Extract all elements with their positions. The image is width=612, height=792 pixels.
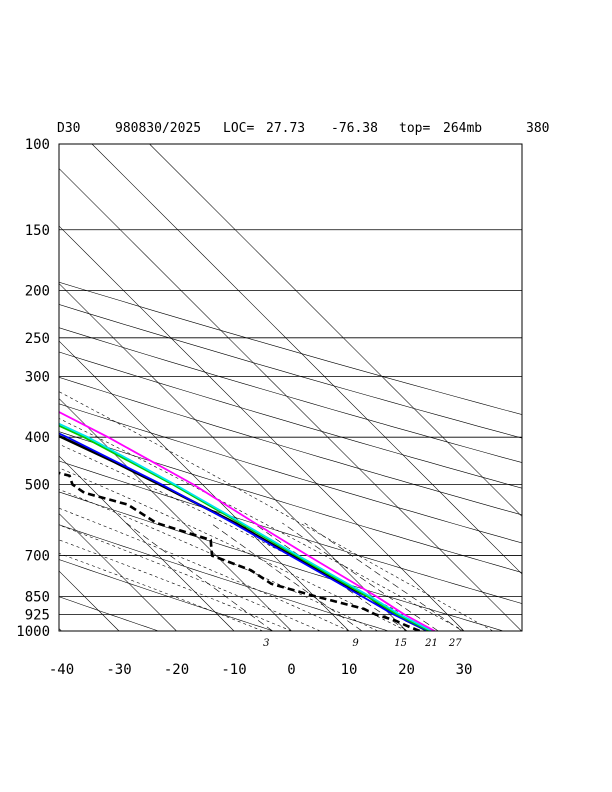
parcel-line-3 [59, 424, 430, 631]
top-value: 264mb [443, 121, 482, 136]
dry-adiabat-330 [59, 460, 522, 604]
mixing-ratio-label-15: 15 [394, 638, 407, 649]
parcel-line-4 [59, 422, 433, 631]
mixing-ratio-line-21 [282, 522, 439, 631]
dry-adiabat-390 [59, 376, 522, 516]
longitude-value: -76.38 [331, 121, 378, 136]
temperature-label-4: 0 [287, 662, 295, 678]
dry-adiabat-290 [59, 524, 390, 631]
temperature-label-0: -40 [49, 662, 74, 678]
parcel-line-2 [59, 432, 429, 631]
dry-adiabat-250 [59, 596, 160, 631]
dry-adiabat-430 [59, 327, 522, 463]
temperature-label-3: -10 [221, 662, 246, 678]
pressure-label-200: 200 [25, 284, 50, 300]
isotherm--10 [59, 455, 235, 631]
pressure-label-250: 250 [25, 331, 50, 347]
mixing-ratio-label-27: 27 [448, 638, 462, 649]
moist-adiabat-20 [59, 467, 407, 631]
pressure-label-700: 700 [25, 549, 50, 565]
plot-frame [58, 143, 523, 632]
temperature-label-5: 10 [341, 662, 358, 678]
dry-adiabat-470 [59, 281, 522, 415]
isotherm-50 [91, 144, 522, 575]
pressure-label-300: 300 [25, 369, 50, 385]
pressure-label-500: 500 [25, 477, 50, 493]
dry-adiabat-310 [59, 491, 505, 631]
temperature-line-0 [59, 434, 429, 631]
station-id: D30 [57, 121, 80, 136]
isotherm-10 [59, 340, 350, 631]
location-label: LOC= [223, 121, 254, 136]
mixing-ratio-label-3: 3 [263, 638, 269, 649]
dry-adiabat-410 [59, 351, 522, 489]
pressure-label-100: 100 [25, 137, 50, 153]
chart-header: D30 980830/2025 LOC= 27.73 -76.38 top= 2… [57, 121, 549, 136]
pressure-label-925: 925 [25, 608, 50, 624]
isotherm--50 [0, 144, 4, 631]
temperature-label-7: 30 [456, 662, 473, 678]
dry-adiabat-270 [59, 559, 275, 631]
mixing-ratio-line-9 [210, 522, 363, 631]
mixing-ratio-label-21: 21 [424, 638, 438, 649]
dry-adiabat-370 [59, 403, 522, 544]
dry-adiabat-350 [59, 431, 522, 573]
sounding-traces [59, 410, 436, 631]
dry-adiabat-450 [59, 304, 522, 439]
isotherm--20 [59, 513, 177, 631]
temperature-label-2: -20 [164, 662, 189, 678]
mixing-ratio-line-3 [126, 522, 273, 631]
mixing-ratio-line-27 [304, 522, 463, 631]
isotherm-30 [59, 225, 465, 631]
pressure-label-850: 850 [25, 590, 50, 606]
parcel-line-5 [59, 410, 436, 631]
moist-adiabat-0 [59, 539, 292, 631]
isotherm-0 [59, 398, 292, 631]
moist-adiabat-10 [59, 507, 350, 631]
temperature-label-6: 20 [398, 662, 415, 678]
latitude-value: 27.73 [266, 121, 305, 136]
background-grid [0, 144, 522, 631]
isotherm-40 [59, 168, 522, 631]
isotherm-60 [149, 144, 522, 517]
pressure-label-1000: 1000 [16, 624, 50, 640]
pressure-label-150: 150 [25, 223, 50, 239]
pressure-label-400: 400 [25, 430, 50, 446]
top-label: top= [399, 121, 430, 136]
moist-adiabat-25 [59, 443, 436, 631]
temperature-label-1: -30 [106, 662, 131, 678]
moist-adiabat-35 [59, 391, 493, 631]
moist-adiabat-15 [59, 488, 378, 631]
header-extra-value: 380 [526, 121, 549, 136]
mixing-ratio-label-9: 9 [352, 638, 359, 649]
sounding-datetime: 980830/2025 [115, 121, 201, 136]
isotherm-20 [59, 283, 407, 631]
